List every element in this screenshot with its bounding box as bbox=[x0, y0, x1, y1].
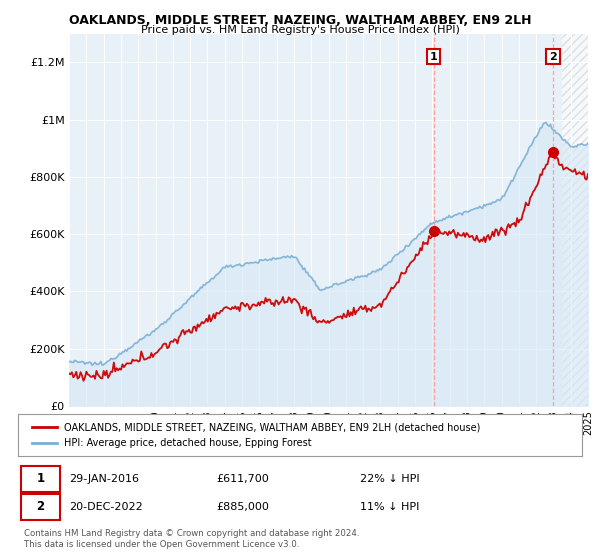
Text: Contains HM Land Registry data © Crown copyright and database right 2024.
This d: Contains HM Land Registry data © Crown c… bbox=[24, 529, 359, 549]
Polygon shape bbox=[562, 34, 588, 406]
Text: £611,700: £611,700 bbox=[216, 474, 269, 484]
Text: 2: 2 bbox=[549, 52, 557, 62]
Polygon shape bbox=[562, 34, 588, 406]
Text: OAKLANDS, MIDDLE STREET, NAZEING, WALTHAM ABBEY, EN9 2LH: OAKLANDS, MIDDLE STREET, NAZEING, WALTHA… bbox=[69, 14, 531, 27]
Text: 22% ↓ HPI: 22% ↓ HPI bbox=[360, 474, 419, 484]
Text: 20-DEC-2022: 20-DEC-2022 bbox=[69, 502, 143, 512]
Text: 2: 2 bbox=[37, 500, 44, 514]
Text: 11% ↓ HPI: 11% ↓ HPI bbox=[360, 502, 419, 512]
Text: Price paid vs. HM Land Registry's House Price Index (HPI): Price paid vs. HM Land Registry's House … bbox=[140, 25, 460, 35]
Text: £885,000: £885,000 bbox=[216, 502, 269, 512]
Text: 1: 1 bbox=[430, 52, 437, 62]
Text: 1: 1 bbox=[37, 472, 44, 486]
Legend: OAKLANDS, MIDDLE STREET, NAZEING, WALTHAM ABBEY, EN9 2LH (detached house), HPI: : OAKLANDS, MIDDLE STREET, NAZEING, WALTHA… bbox=[29, 418, 485, 452]
Text: 29-JAN-2016: 29-JAN-2016 bbox=[69, 474, 139, 484]
